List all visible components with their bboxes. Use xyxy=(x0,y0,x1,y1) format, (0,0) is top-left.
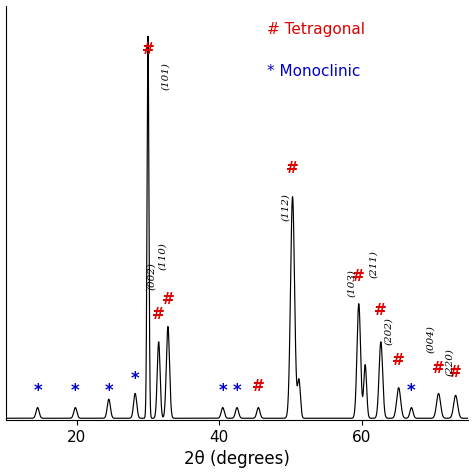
Text: *: * xyxy=(219,382,227,400)
Text: # Tetragonal: # Tetragonal xyxy=(267,22,365,37)
Text: (004): (004) xyxy=(426,325,435,353)
Text: #: # xyxy=(252,379,265,394)
Text: *: * xyxy=(104,382,113,400)
Text: *: * xyxy=(71,382,80,400)
Text: *: * xyxy=(407,382,416,400)
Text: (202): (202) xyxy=(384,318,393,345)
Text: *: * xyxy=(233,382,241,400)
Text: (101): (101) xyxy=(161,62,170,90)
Text: #: # xyxy=(432,361,445,376)
Text: #: # xyxy=(142,42,155,57)
Text: *: * xyxy=(33,382,42,400)
Text: (110): (110) xyxy=(158,243,167,271)
X-axis label: 2θ (degrees): 2θ (degrees) xyxy=(184,450,290,468)
Text: #: # xyxy=(162,292,174,307)
Text: (103): (103) xyxy=(347,269,356,297)
Text: #: # xyxy=(152,307,165,322)
Text: *: * xyxy=(131,370,139,388)
Text: * Monoclinic: * Monoclinic xyxy=(267,64,360,79)
Text: (112): (112) xyxy=(281,192,290,220)
Text: (002): (002) xyxy=(147,262,156,290)
Text: #: # xyxy=(352,269,365,284)
Text: (211): (211) xyxy=(369,250,378,278)
Text: #: # xyxy=(449,365,462,380)
Text: #: # xyxy=(286,161,299,176)
Text: #: # xyxy=(392,353,405,368)
Text: #: # xyxy=(374,303,387,319)
Text: (220): (220) xyxy=(445,348,454,376)
